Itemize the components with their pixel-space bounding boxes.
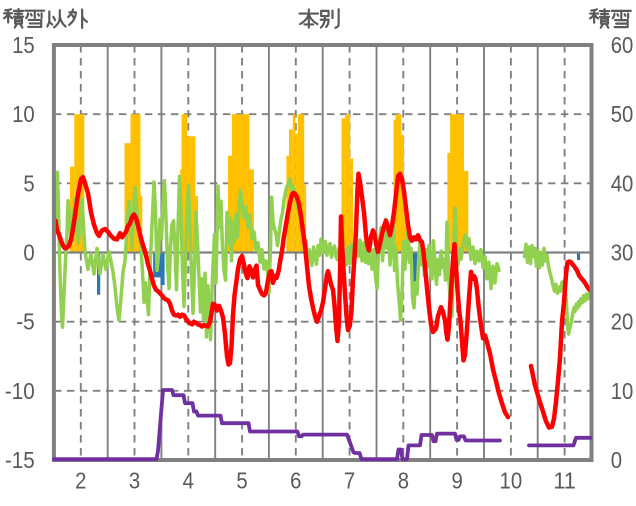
svg-text:-10: -10 (5, 378, 35, 404)
svg-text:2: 2 (75, 468, 86, 494)
svg-text:10: 10 (12, 101, 35, 127)
svg-text:10: 10 (611, 378, 634, 404)
svg-text:11: 11 (553, 468, 576, 494)
svg-text:8: 8 (398, 468, 409, 494)
svg-text:-15: -15 (5, 447, 35, 473)
svg-text:6: 6 (290, 468, 301, 494)
svg-text:-5: -5 (16, 309, 35, 335)
svg-text:4: 4 (183, 468, 194, 494)
svg-text:3: 3 (129, 468, 140, 494)
svg-text:50: 50 (611, 101, 634, 127)
svg-text:30: 30 (611, 240, 634, 266)
svg-text:0: 0 (23, 240, 34, 266)
svg-text:0: 0 (611, 447, 622, 473)
svg-text:20: 20 (611, 309, 634, 335)
svg-text:7: 7 (344, 468, 355, 494)
svg-text:10: 10 (500, 468, 523, 494)
svg-text:60: 60 (611, 32, 634, 58)
svg-text:40: 40 (611, 170, 634, 196)
svg-text:15: 15 (12, 32, 35, 58)
svg-text:9: 9 (451, 468, 462, 494)
svg-text:5: 5 (23, 170, 34, 196)
svg-text:5: 5 (236, 468, 247, 494)
